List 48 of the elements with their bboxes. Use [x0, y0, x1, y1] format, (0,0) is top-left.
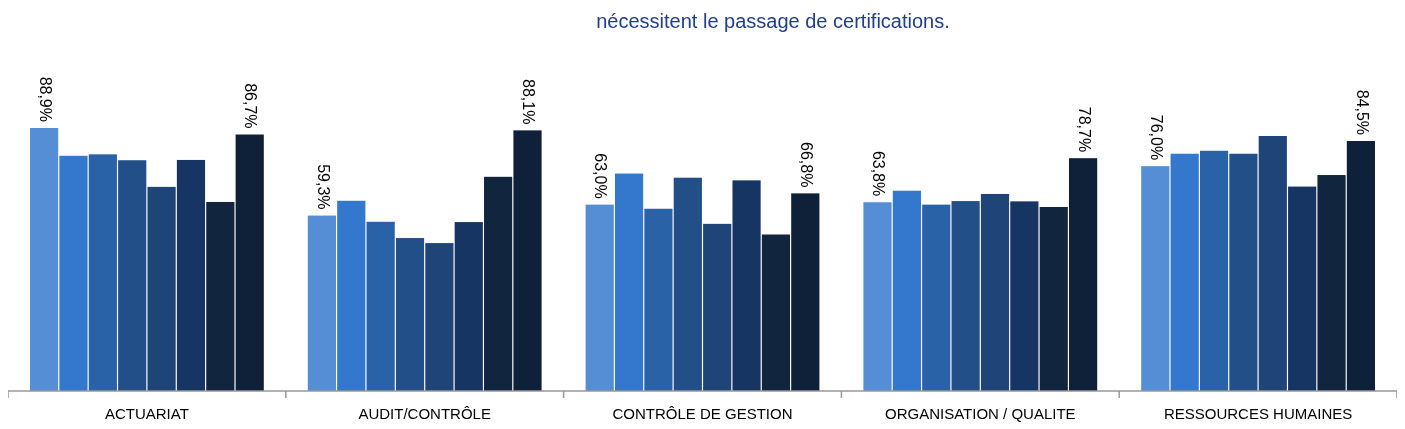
- x-tick-label: ACTUARIAT: [104, 405, 189, 422]
- data-label: 66,8%: [798, 142, 816, 188]
- data-label: 63,8%: [870, 150, 888, 197]
- bar: [395, 238, 425, 391]
- bar: [176, 159, 206, 391]
- x-tick-label: AUDIT/CONTRÔLE: [358, 405, 491, 422]
- bar: [366, 221, 395, 391]
- bar: [585, 204, 614, 391]
- bar: [980, 193, 1010, 391]
- bar: [307, 215, 336, 391]
- bar: [892, 190, 921, 391]
- data-label: 76,0%: [1148, 114, 1166, 161]
- bar: [703, 223, 732, 391]
- bar: [1010, 201, 1039, 391]
- bar: [147, 186, 176, 391]
- bar: [1199, 150, 1229, 391]
- data-label: 86,7%: [242, 83, 260, 129]
- bar: [1141, 166, 1170, 391]
- data-label: 78,7%: [1075, 106, 1093, 153]
- bar: [30, 128, 59, 391]
- bar: [1229, 153, 1258, 391]
- data-label: 63,0%: [592, 153, 610, 199]
- bar: [644, 208, 673, 391]
- x-tick-label: ORGANISATION / QUALITE: [885, 405, 1076, 422]
- bar: [59, 155, 88, 391]
- data-label: 59,3%: [314, 164, 332, 210]
- bar: [732, 180, 761, 391]
- bar: [425, 243, 454, 391]
- x-tick-label: CONTRÔLE DE GESTION: [612, 405, 793, 422]
- bar: [1288, 186, 1317, 391]
- x-tick-label: RESSOURCES HUMAINES: [1163, 405, 1353, 422]
- bar: [863, 202, 892, 391]
- bar: [614, 173, 644, 391]
- data-label: 88,1%: [520, 78, 538, 125]
- chart-title: nécessitent le passage de certifications.: [596, 10, 950, 32]
- bar: [235, 134, 264, 391]
- bar: [118, 160, 147, 391]
- bar: [454, 222, 483, 391]
- bar: [1170, 153, 1199, 391]
- bar: [206, 201, 235, 391]
- bar: [951, 201, 980, 391]
- bar: [337, 200, 366, 391]
- bar: [673, 177, 702, 391]
- bar: [1258, 135, 1287, 391]
- bar: [922, 204, 951, 391]
- data-label: 88,9%: [36, 76, 54, 122]
- bar: [88, 154, 117, 391]
- data-label: 84,5%: [1353, 89, 1371, 136]
